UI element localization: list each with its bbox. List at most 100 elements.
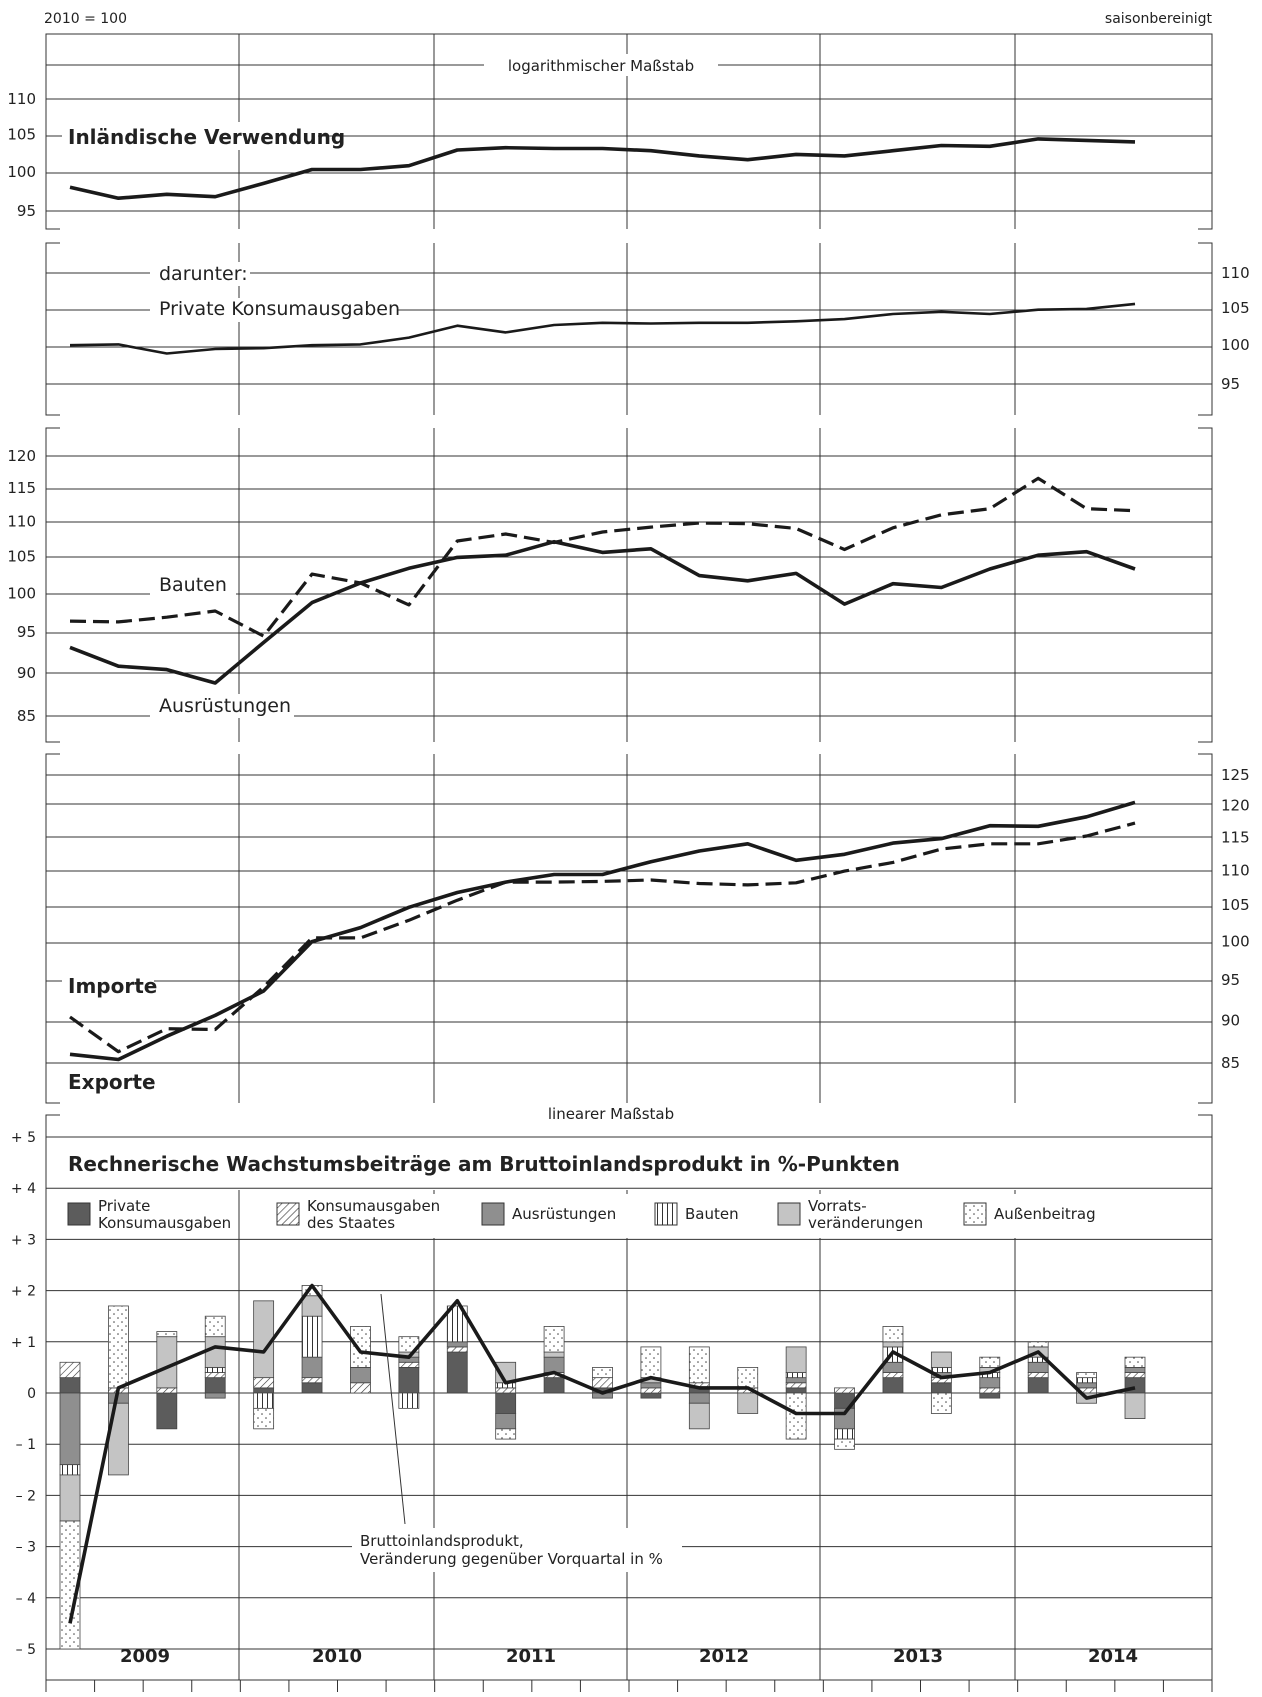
bar-segment-ks bbox=[350, 1382, 371, 1394]
panel-bracket bbox=[45, 1091, 60, 1104]
bar-segment-ks bbox=[301, 1377, 323, 1384]
y-tick-label: 115 bbox=[7, 479, 36, 497]
bar-segment-ba bbox=[1076, 1377, 1097, 1384]
y-tick-label: 100 bbox=[1221, 933, 1250, 951]
y-tick-label: 110 bbox=[1221, 264, 1250, 282]
panel-bracket bbox=[1198, 217, 1213, 230]
y-tick-label: 90 bbox=[1221, 1011, 1240, 1029]
bar-segment-ba bbox=[834, 1428, 855, 1440]
y-tick-label: 100 bbox=[1221, 336, 1250, 354]
series-label-private-konsumausgaben: Private Konsumausgaben bbox=[159, 298, 400, 320]
bar-segment-ab bbox=[737, 1367, 759, 1389]
label-bg bbox=[352, 1528, 682, 1572]
panel-bracket bbox=[1198, 427, 1213, 440]
bar-segment-pk bbox=[979, 1392, 1001, 1399]
bar-segment-ba bbox=[59, 1464, 81, 1476]
bar-segment-ab bbox=[1124, 1356, 1146, 1368]
y-tick-label: 115 bbox=[1221, 828, 1250, 846]
bar-segment-ba bbox=[253, 1392, 275, 1409]
y-tick-label: 85 bbox=[17, 707, 36, 725]
bar-segment-pk bbox=[1027, 1377, 1049, 1394]
bar-segment-ab bbox=[592, 1367, 613, 1379]
y-tick-label: + 4 bbox=[11, 1181, 36, 1197]
bar-segment-pk bbox=[930, 1382, 952, 1394]
y-tick-label: – 3 bbox=[16, 1540, 36, 1556]
year-label: 2009 bbox=[120, 1646, 170, 1667]
bar-segment-au bbox=[59, 1392, 81, 1466]
panel-bracket bbox=[1198, 1114, 1213, 1127]
series-label-ausruestungen: Ausrüstungen bbox=[159, 695, 291, 717]
bar-segment-ba bbox=[930, 1367, 952, 1373]
label-bg bbox=[551, 1104, 671, 1126]
bar-segment-au bbox=[446, 1341, 468, 1348]
year-label: 2014 bbox=[1088, 1646, 1138, 1667]
bar-segment-vo bbox=[59, 1474, 81, 1522]
legend-swatch-ks bbox=[276, 1202, 300, 1226]
bar-segment-ks bbox=[640, 1387, 662, 1394]
y-tick-label: 100 bbox=[7, 163, 36, 181]
bar-segment-ab bbox=[156, 1331, 178, 1338]
series-line-exporte bbox=[69, 800, 1136, 1062]
legend-label-ks: des Staates bbox=[307, 1214, 395, 1232]
bar-segment-vo bbox=[204, 1336, 226, 1368]
y-tick-label: 120 bbox=[1221, 796, 1250, 814]
label-bg bbox=[150, 262, 250, 286]
bar-segment-ba bbox=[785, 1372, 807, 1379]
bar-segment-vo bbox=[688, 1402, 710, 1430]
bar-segment-ab bbox=[930, 1392, 952, 1414]
bar-segment-vo bbox=[156, 1336, 178, 1389]
y-tick-label: 100 bbox=[7, 584, 36, 602]
bar-segment-vo bbox=[301, 1295, 323, 1317]
legend-label-au: Ausrüstungen bbox=[512, 1205, 616, 1223]
bar-segment-ab bbox=[1076, 1372, 1097, 1379]
bar-segment-ks bbox=[834, 1387, 855, 1394]
bar-segment-vo bbox=[785, 1346, 807, 1373]
label-bg bbox=[64, 1194, 234, 1238]
bar-segment-au bbox=[640, 1382, 662, 1389]
y-tick-label: + 5 bbox=[11, 1130, 36, 1146]
annotation-text: Veränderung gegenüber Vorquartal in % bbox=[360, 1550, 663, 1568]
y-tick-label: + 1 bbox=[11, 1335, 36, 1351]
bar-segment-ab bbox=[59, 1520, 81, 1650]
bar-segment-pk bbox=[253, 1387, 275, 1394]
bar-segment-pk bbox=[59, 1377, 81, 1394]
bar-segment-pk bbox=[446, 1351, 468, 1394]
bar-segment-pk bbox=[156, 1392, 178, 1430]
legend-swatch-vo bbox=[777, 1202, 801, 1226]
annotation-text: Bruttoinlandsprodukt, bbox=[360, 1532, 524, 1550]
legend-label-vo: veränderungen bbox=[808, 1214, 923, 1232]
y-tick-label: 95 bbox=[1221, 971, 1240, 989]
bar-segment-vo bbox=[930, 1351, 952, 1368]
label-bg bbox=[150, 573, 236, 597]
panel-bracket bbox=[45, 1114, 60, 1127]
bar-segment-au bbox=[204, 1392, 226, 1399]
bar-segment-au bbox=[1027, 1361, 1049, 1373]
y-tick-label: – 5 bbox=[16, 1642, 36, 1658]
bar-segment-ba bbox=[398, 1392, 420, 1409]
bar-segment-pk bbox=[204, 1377, 226, 1394]
bar-segment-pk bbox=[640, 1392, 662, 1399]
bar-segment-au bbox=[979, 1377, 1001, 1389]
series-label-inlaendische-verwendung: Inländische Verwendung bbox=[68, 125, 345, 149]
bar-segment-pk bbox=[785, 1387, 807, 1394]
y-tick-label: 125 bbox=[1221, 766, 1250, 784]
legend-swatch-ab bbox=[963, 1202, 987, 1226]
legend-label-pk: Konsumausgaben bbox=[98, 1214, 231, 1232]
bar-segment-ab bbox=[834, 1438, 855, 1450]
bar-segment-ks bbox=[446, 1346, 468, 1353]
y-tick-label: + 3 bbox=[11, 1232, 36, 1248]
label-bg bbox=[273, 1194, 443, 1238]
panel-bracket bbox=[45, 217, 60, 230]
bar-segment-ks bbox=[1124, 1372, 1146, 1379]
y-tick-label: 95 bbox=[1221, 375, 1240, 393]
year-label: 2011 bbox=[506, 1646, 556, 1667]
series-label-bauten: Bauten bbox=[159, 574, 227, 596]
panel-bracket bbox=[45, 242, 60, 255]
series-line-ausr-stungen bbox=[69, 539, 1136, 685]
bar-segment-ks bbox=[785, 1382, 807, 1389]
y-tick-label: 110 bbox=[7, 90, 36, 108]
bar-segment-au bbox=[495, 1413, 517, 1430]
series-line-bip bbox=[68, 1283, 1136, 1624]
bar-segment-au bbox=[350, 1367, 371, 1384]
y-tick-label: 110 bbox=[7, 513, 36, 531]
